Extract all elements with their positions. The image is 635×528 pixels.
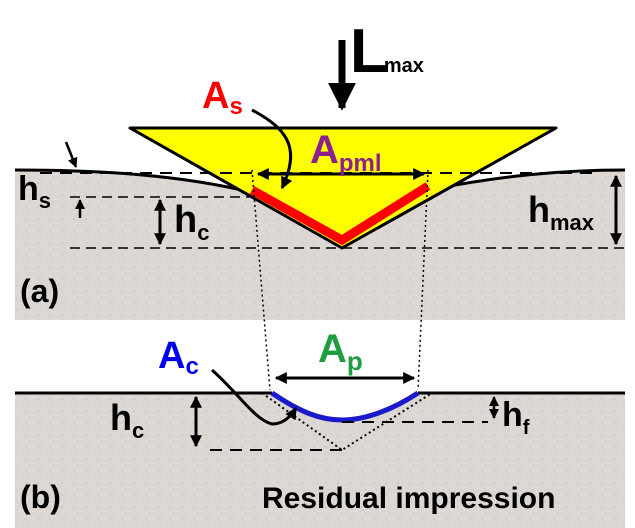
ap-label: Ap	[318, 327, 363, 376]
apml-label: Apml	[310, 128, 382, 177]
as-label: As	[202, 75, 243, 120]
panel-a: Lmax As Apml hs hc hmax (a)	[14, 17, 626, 391]
hc-label-bottom: hc	[110, 397, 144, 443]
residual-impression-caption: Residual impression	[262, 482, 555, 515]
hf-label: hf	[502, 396, 530, 439]
ac-label: Ac	[158, 335, 199, 380]
hmax-label: hmax	[528, 189, 595, 235]
hs-label: hs	[18, 170, 51, 213]
projection-line-right	[417, 169, 429, 391]
projection-line-left	[251, 169, 271, 391]
hc-label-top: hc	[174, 199, 209, 245]
specimen-unloaded	[15, 393, 625, 528]
panel-a-label: (a)	[20, 273, 59, 309]
indenter	[128, 126, 558, 250]
panel-b: Ac Ap hc hf (b) Residual impression	[15, 327, 625, 528]
specimen-loaded	[15, 170, 625, 320]
contact-area-edge	[249, 182, 431, 246]
hs-arrow-down	[64, 141, 78, 168]
panel-b-label: (b)	[20, 479, 61, 515]
ac-pointer-arrow	[211, 368, 298, 426]
lmax-label: Lmax	[350, 17, 424, 86]
